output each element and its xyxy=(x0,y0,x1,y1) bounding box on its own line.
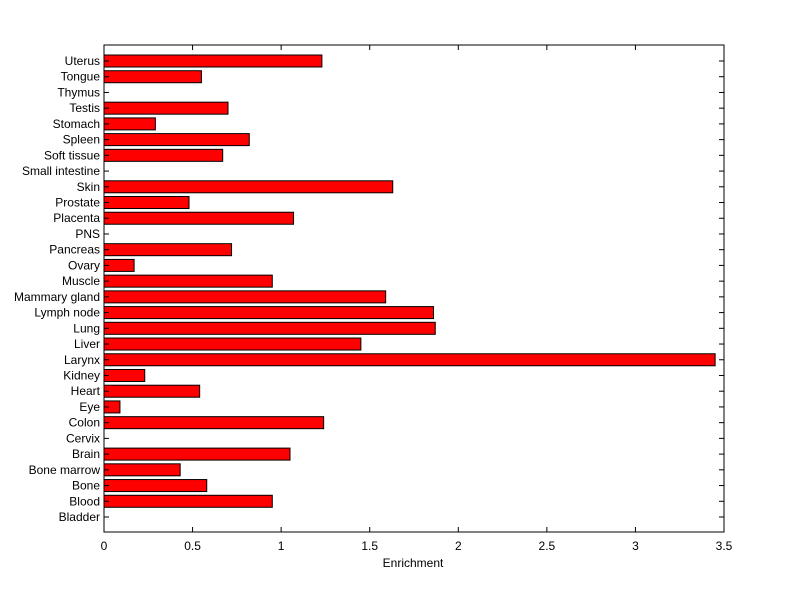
bar-lung xyxy=(103,321,436,335)
y-tick-label: PNS xyxy=(75,227,100,241)
bar-colon xyxy=(103,416,325,430)
bars xyxy=(103,54,716,508)
bar-skin xyxy=(103,180,394,194)
y-tick-label: Tongue xyxy=(61,70,101,84)
bar-pancreas xyxy=(103,243,233,257)
bar-bone xyxy=(103,479,208,493)
y-tick-label: Bladder xyxy=(59,510,100,524)
bar-stomach xyxy=(103,117,156,131)
y-tick-label: Larynx xyxy=(64,353,100,367)
y-tick-label: Testis xyxy=(69,101,100,115)
bar-muscle xyxy=(103,274,273,288)
y-tick-label: Placenta xyxy=(53,211,100,225)
bar-lymph-node xyxy=(103,306,434,320)
bar-blood xyxy=(103,494,273,508)
y-tick-label: Eye xyxy=(79,400,100,414)
x-axis: 0 0.5 1 1.5 2 2.5 3 3.5 xyxy=(101,45,733,553)
x-tick-label: 3.5 xyxy=(716,539,733,553)
bar-heart xyxy=(103,384,201,398)
y-tick-label: Ovary xyxy=(68,258,100,272)
x-tick-label: 2 xyxy=(455,539,462,553)
y-tick-label: Prostate xyxy=(55,196,100,210)
y-tick-label: Soft tissue xyxy=(44,148,100,162)
y-tick-label: Colon xyxy=(69,416,100,430)
bar-liver xyxy=(103,337,362,351)
x-tick-label: 2.5 xyxy=(539,539,556,553)
y-tick-label: Uterus xyxy=(65,54,100,68)
y-tick-label: Muscle xyxy=(62,274,100,288)
x-tick-label: 0.5 xyxy=(184,539,201,553)
y-tick-label: Mammary gland xyxy=(14,290,100,304)
y-tick-label: Pancreas xyxy=(49,243,100,257)
bar-larynx xyxy=(103,353,716,367)
bar-soft-tissue xyxy=(103,148,224,162)
bar-bone-marrow xyxy=(103,463,181,477)
y-tick-label: Stomach xyxy=(53,117,100,131)
x-tick-label: 0 xyxy=(101,539,108,553)
x-tick-label: 1.5 xyxy=(361,539,378,553)
bar-brain xyxy=(103,447,291,461)
y-tick-label: Spleen xyxy=(63,133,100,147)
y-tick-label: Brain xyxy=(72,447,100,461)
bar-prostate xyxy=(103,196,190,210)
y-tick-label: Cervix xyxy=(66,431,100,445)
y-tick-label: Lung xyxy=(73,321,100,335)
y-tick-label: Bone marrow xyxy=(29,463,101,477)
y-tick-label: Heart xyxy=(71,384,101,398)
x-tick-label: 1 xyxy=(278,539,285,553)
y-tick-label: Kidney xyxy=(63,368,100,382)
y-tick-label: Small intestine xyxy=(22,164,100,178)
bar-spleen xyxy=(103,133,250,147)
y-tick-label: Bone xyxy=(72,479,100,493)
bar-kidney xyxy=(103,368,146,382)
y-tick-label: Blood xyxy=(69,494,100,508)
bar-tongue xyxy=(103,70,202,84)
bar-testis xyxy=(103,101,229,115)
bar-mammary-gland xyxy=(103,290,387,304)
bar-uterus xyxy=(103,54,323,68)
y-tick-label: Thymus xyxy=(57,85,100,99)
y-tick-label: Skin xyxy=(77,180,100,194)
x-tick-label: 3 xyxy=(632,539,639,553)
y-tick-label: Lymph node xyxy=(34,306,100,320)
x-axis-title: Enrichment xyxy=(383,556,444,570)
bar-placenta xyxy=(103,211,295,225)
y-tick-label: Liver xyxy=(74,337,100,351)
